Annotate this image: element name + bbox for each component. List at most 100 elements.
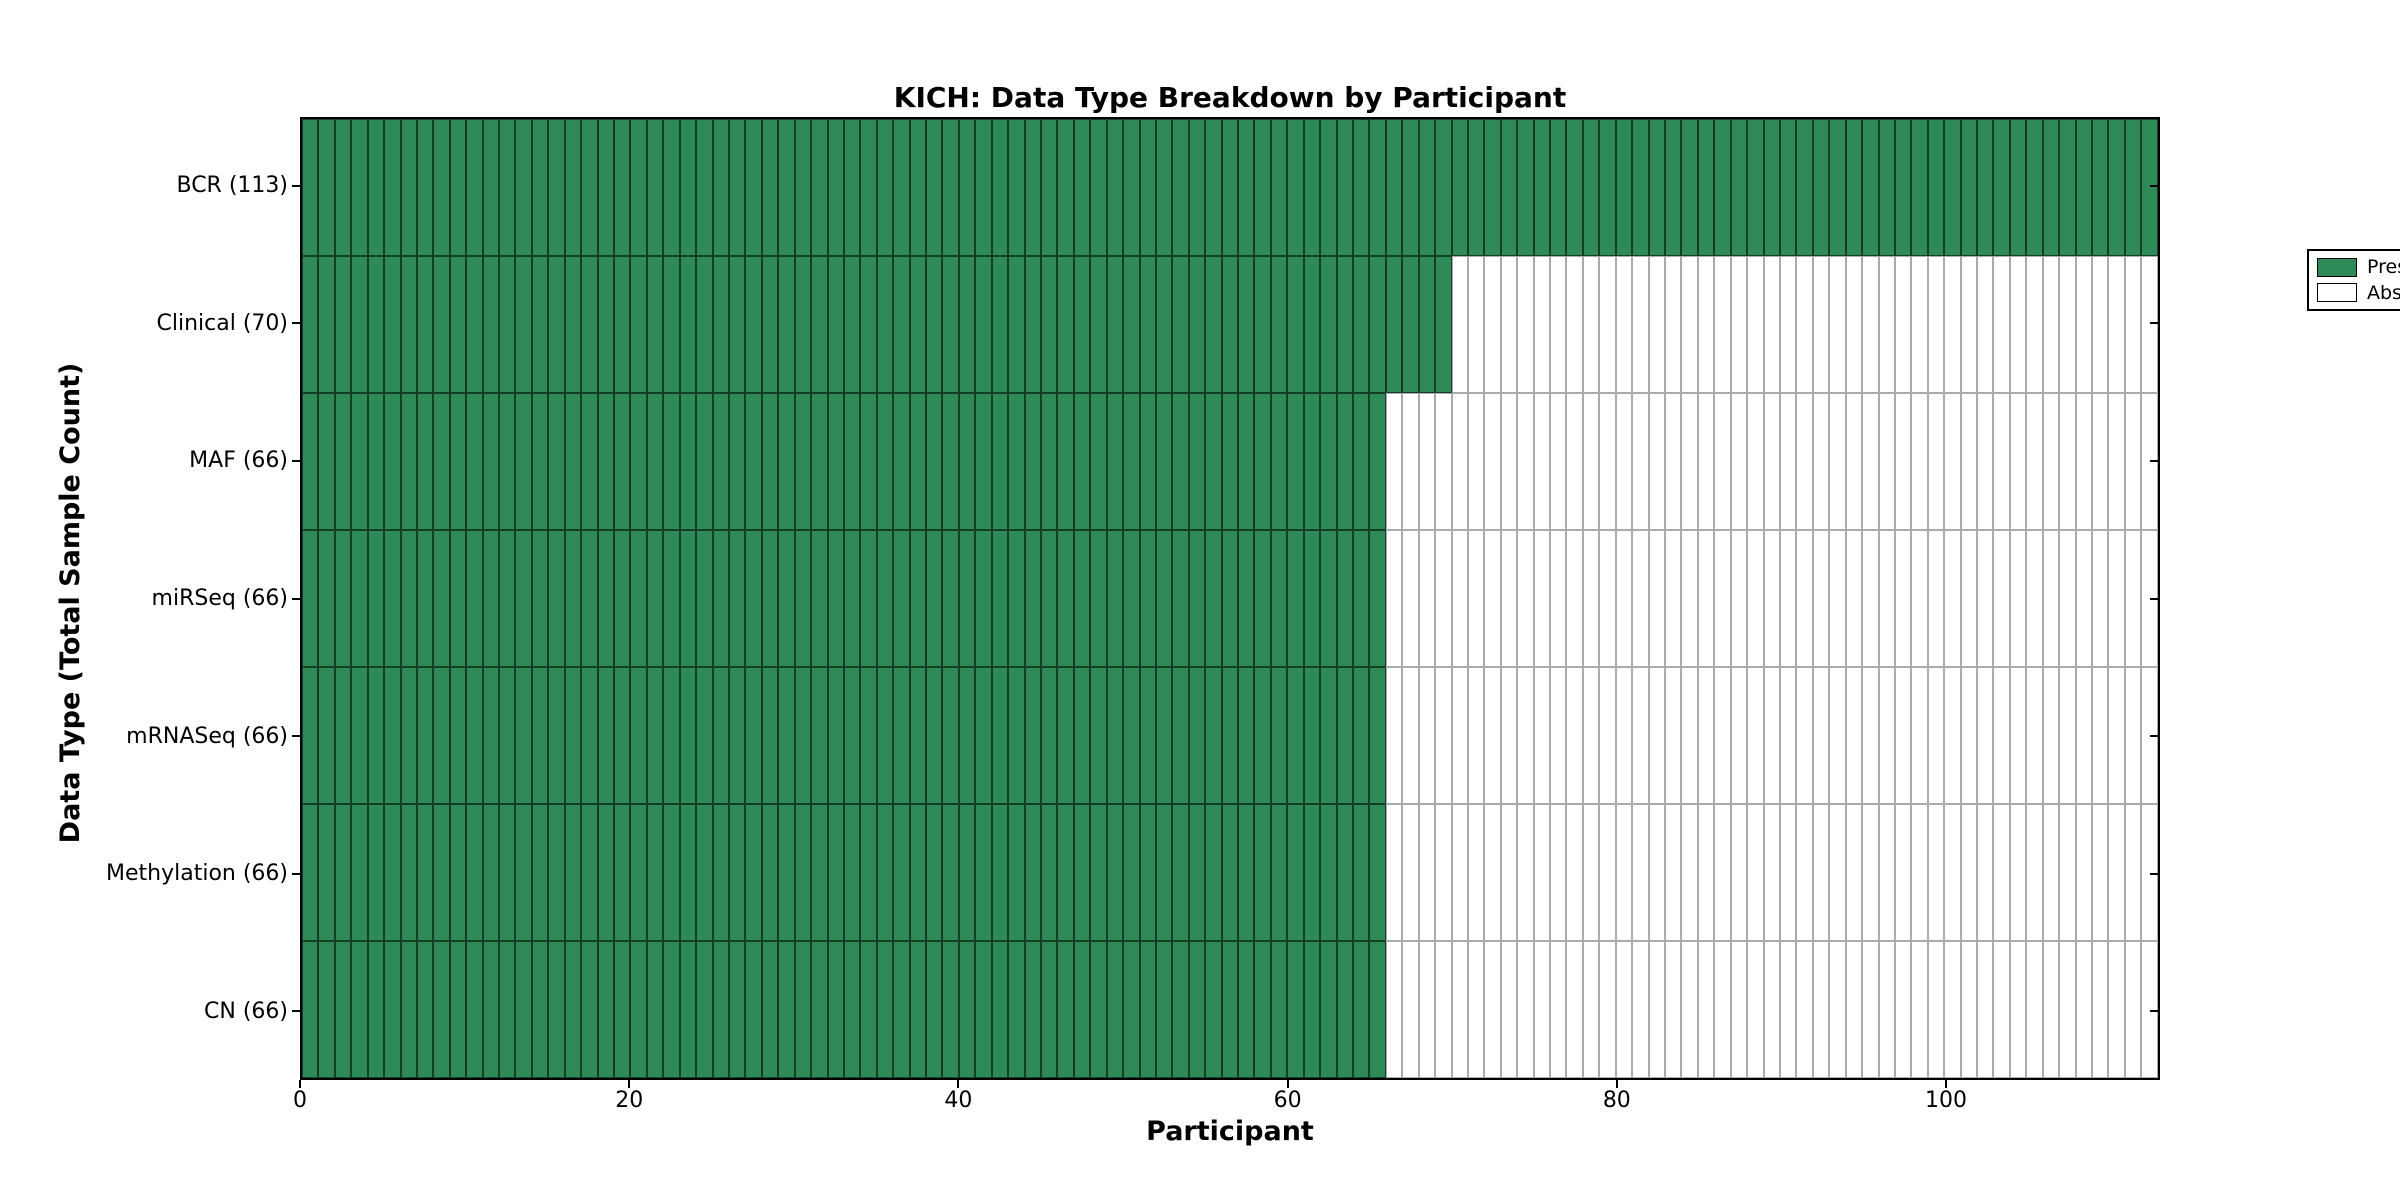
- matrix-cell: [1599, 393, 1616, 530]
- matrix-cell: [876, 941, 894, 1078]
- matrix-cell: [1878, 667, 1895, 804]
- matrix-cell: [1320, 667, 1337, 804]
- matrix-cell: [1747, 393, 1764, 530]
- matrix-cell: [1977, 393, 1994, 530]
- matrix-cell: [679, 667, 697, 804]
- matrix-cell: [1763, 256, 1780, 393]
- matrix-cell: [1582, 393, 1600, 530]
- matrix-cell: [597, 804, 615, 941]
- matrix-cell: [531, 393, 549, 530]
- matrix-cell: [1221, 941, 1239, 1078]
- matrix-cell: [1057, 530, 1074, 667]
- matrix-cell: [1944, 667, 1961, 804]
- matrix-cell: [843, 530, 861, 667]
- matrix-cell: [449, 667, 467, 804]
- matrix-cell: [1944, 804, 1961, 941]
- matrix-cell: [1566, 941, 1583, 1078]
- matrix-cell: [351, 530, 368, 667]
- matrix-cell: [761, 804, 779, 941]
- matrix-cell: [778, 804, 795, 941]
- matrix-cell: [1205, 941, 1222, 1078]
- matrix-cell: [712, 667, 729, 804]
- matrix-cell: [1123, 393, 1140, 530]
- matrix-cell: [1385, 256, 1403, 393]
- y-tick-labels: BCR (113) Clinical (70) MAF (66) miRSeq (66…: [0, 117, 300, 1080]
- matrix: [302, 119, 2158, 1078]
- matrix-cell: [1862, 667, 1879, 804]
- matrix-cell: [597, 119, 615, 256]
- matrix-cell: [1615, 804, 1633, 941]
- matrix-cell: [1221, 393, 1239, 530]
- legend-label-absent: Absent: [2367, 281, 2400, 304]
- x-tick-mark: [1615, 1080, 1618, 1088]
- matrix-cell: [2059, 530, 2076, 667]
- matrix-cell: [1040, 119, 1058, 256]
- matrix-cell: [1353, 256, 1370, 393]
- matrix-cell: [1812, 804, 1830, 941]
- matrix-cell: [564, 393, 582, 530]
- matrix-cell: [1845, 530, 1863, 667]
- matrix-cell: [302, 393, 319, 530]
- matrix-cell: [1040, 941, 1058, 1078]
- matrix-cell: [860, 393, 877, 530]
- matrix-cell: [646, 119, 664, 256]
- matrix-cell: [2141, 804, 2158, 941]
- matrix-cell: [2059, 667, 2076, 804]
- matrix-cell: [1993, 667, 2010, 804]
- matrix-cell: [942, 804, 959, 941]
- x-tick-mark: [628, 1080, 631, 1088]
- matrix-cell: [1172, 804, 1189, 941]
- matrix-cell: [876, 119, 894, 256]
- matrix-cell: [1057, 941, 1074, 1078]
- matrix-cell: [1139, 530, 1156, 667]
- matrix-cell: [2059, 119, 2076, 256]
- matrix-cell: [1073, 119, 1091, 256]
- matrix-cell: [1106, 941, 1124, 1078]
- matrix-cell: [1484, 393, 1501, 530]
- matrix-cell: [1648, 667, 1666, 804]
- matrix-cell: [1533, 804, 1551, 941]
- matrix-cell: [843, 941, 861, 1078]
- matrix-cell: [1944, 256, 1961, 393]
- matrix-cell: [991, 393, 1009, 530]
- matrix-cell: [1090, 393, 1107, 530]
- matrix-cell: [745, 667, 762, 804]
- matrix-cell: [2108, 393, 2125, 530]
- matrix-cell: [1238, 119, 1255, 256]
- matrix-cell: [876, 530, 894, 667]
- matrix-cell: [975, 256, 992, 393]
- matrix-cell: [778, 530, 795, 667]
- y-tick-slot: Clinical (70): [0, 255, 300, 393]
- matrix-cell: [1139, 393, 1156, 530]
- matrix-cell: [679, 119, 697, 256]
- matrix-cell: [564, 941, 582, 1078]
- matrix-cell: [1779, 667, 1797, 804]
- matrix-cell: [843, 804, 861, 941]
- matrix-cell: [1878, 393, 1895, 530]
- matrix-cell: [778, 393, 795, 530]
- matrix-cell: [1270, 256, 1288, 393]
- matrix-cell: [761, 119, 779, 256]
- matrix-cell: [2026, 256, 2043, 393]
- matrix-cell: [1977, 119, 1994, 256]
- matrix-cell: [975, 530, 992, 667]
- matrix-cell: [1467, 667, 1485, 804]
- matrix-cell: [302, 804, 319, 941]
- matrix-cell: [646, 941, 664, 1078]
- matrix-cell: [548, 804, 565, 941]
- matrix-cell: [1287, 256, 1304, 393]
- matrix-cell: [515, 804, 532, 941]
- matrix-cell: [1845, 256, 1863, 393]
- matrix-cell: [1090, 804, 1107, 941]
- matrix-cell: [1730, 667, 1748, 804]
- matrix-cell: [2026, 804, 2043, 941]
- matrix-cell: [1517, 667, 1534, 804]
- matrix-cell: [630, 393, 647, 530]
- matrix-cell: [942, 530, 959, 667]
- matrix-cell: [597, 393, 615, 530]
- matrix-cell: [1812, 119, 1830, 256]
- matrix-cell: [1615, 530, 1633, 667]
- matrix-cell: [1796, 256, 1813, 393]
- matrix-cell: [1385, 393, 1403, 530]
- matrix-cell: [1287, 119, 1304, 256]
